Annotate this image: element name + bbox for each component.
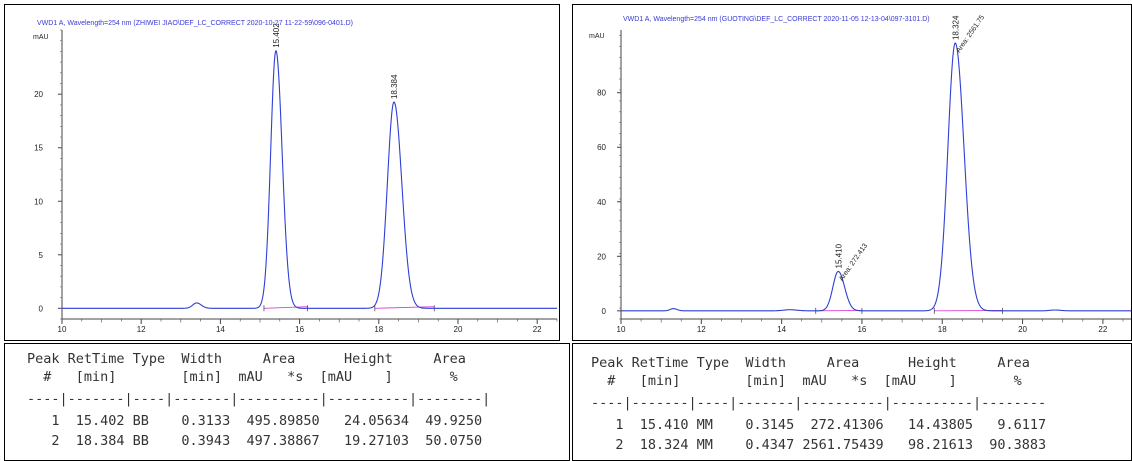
table-header-row-2: # [min] [min] mAU *s [mAU ] % [27,369,458,385]
y-tick-label: 40 [597,198,606,207]
x-tick-label: 12 [137,325,146,334]
y-tick-label: 5 [39,251,44,260]
y-unit-label: mAU [589,33,605,40]
x-tick-label: 20 [1018,325,1027,334]
peak-rt-label: 15.410 [834,243,843,268]
x-tick-label: 16 [295,325,304,334]
x-tick-label: 10 [617,325,626,334]
x-tick-label: 22 [533,325,542,334]
y-tick-label: 20 [34,90,43,99]
x-tick-label: 18 [938,325,947,334]
x-tick-label: 20 [454,325,463,334]
table-header-row-1: Peak RetTime Type Width Area Height Area [27,351,466,367]
chromatogram-right-panel: VWD1 A, Wavelength=254 nm (GUOTING\DEF_L… [572,4,1132,341]
y-tick-label: 10 [34,197,43,206]
y-tick-label: 0 [39,304,44,313]
peak-rt-label: 18.324 [951,15,960,40]
table-row: 1 15.410 MM 0.3145 272.41306 14.43805 9.… [591,417,1047,433]
table-separator: ----|-------|----|-------|----------|---… [591,395,1047,411]
table-header-row-1: Peak RetTime Type Width Area Height Area [591,355,1030,371]
peak-rt-label: 15.402 [272,23,281,48]
x-tick-label: 18 [374,325,383,334]
chromatogram-left-panel: VWD1 A, Wavelength=254 nm (ZHIWEI JIAO\D… [4,4,560,341]
table-separator: ----|-------|----|-------|----------|---… [27,391,491,407]
x-tick-label: 16 [857,325,866,334]
chart-title: VWD1 A, Wavelength=254 nm (GUOTING\DEF_L… [623,16,930,23]
x-tick-label: 10 [58,325,67,334]
peak-table-left: Peak RetTime Type Width Area Height Area… [4,343,570,461]
y-unit-label: mAU [33,34,49,41]
y-tick-label: 60 [597,143,606,152]
x-tick-label: 22 [1098,325,1107,334]
chromatogram-left: VWD1 A, Wavelength=254 nm (ZHIWEI JIAO\D… [33,20,558,334]
signal-trace [62,49,557,309]
chromatogram-right: VWD1 A, Wavelength=254 nm (GUOTING\DEF_L… [589,14,1131,334]
y-tick-label: 80 [597,89,606,98]
integration-baseline [263,306,308,309]
y-tick-label: 20 [597,252,606,261]
x-tick-label: 14 [777,325,786,334]
integration-baseline [374,306,435,309]
peak-table-text: Peak RetTime Type Width Area Height Area… [591,354,1046,460]
x-tick-label: 12 [697,325,706,334]
signal-trace [621,42,1131,312]
peak-rt-label: 18.384 [390,74,399,99]
table-row: 1 15.402 BB 0.3133 495.89850 24.05634 49… [27,413,483,429]
chart-title: VWD1 A, Wavelength=254 nm (ZHIWEI JIAO\D… [37,20,353,27]
table-header-row-2: # [min] [min] mAU *s [mAU ] % [591,373,1022,389]
peak-table-right: Peak RetTime Type Width Area Height Area… [572,343,1132,461]
y-tick-label: 0 [602,307,607,316]
x-tick-label: 14 [216,325,225,334]
table-row: 2 18.384 BB 0.3943 497.38867 19.27103 50… [27,433,483,449]
y-tick-label: 15 [34,144,43,153]
peak-table-text: Peak RetTime Type Width Area Height Area… [27,350,490,460]
table-row: 2 18.324 MM 0.4347 2561.75439 98.21613 9… [591,437,1047,453]
